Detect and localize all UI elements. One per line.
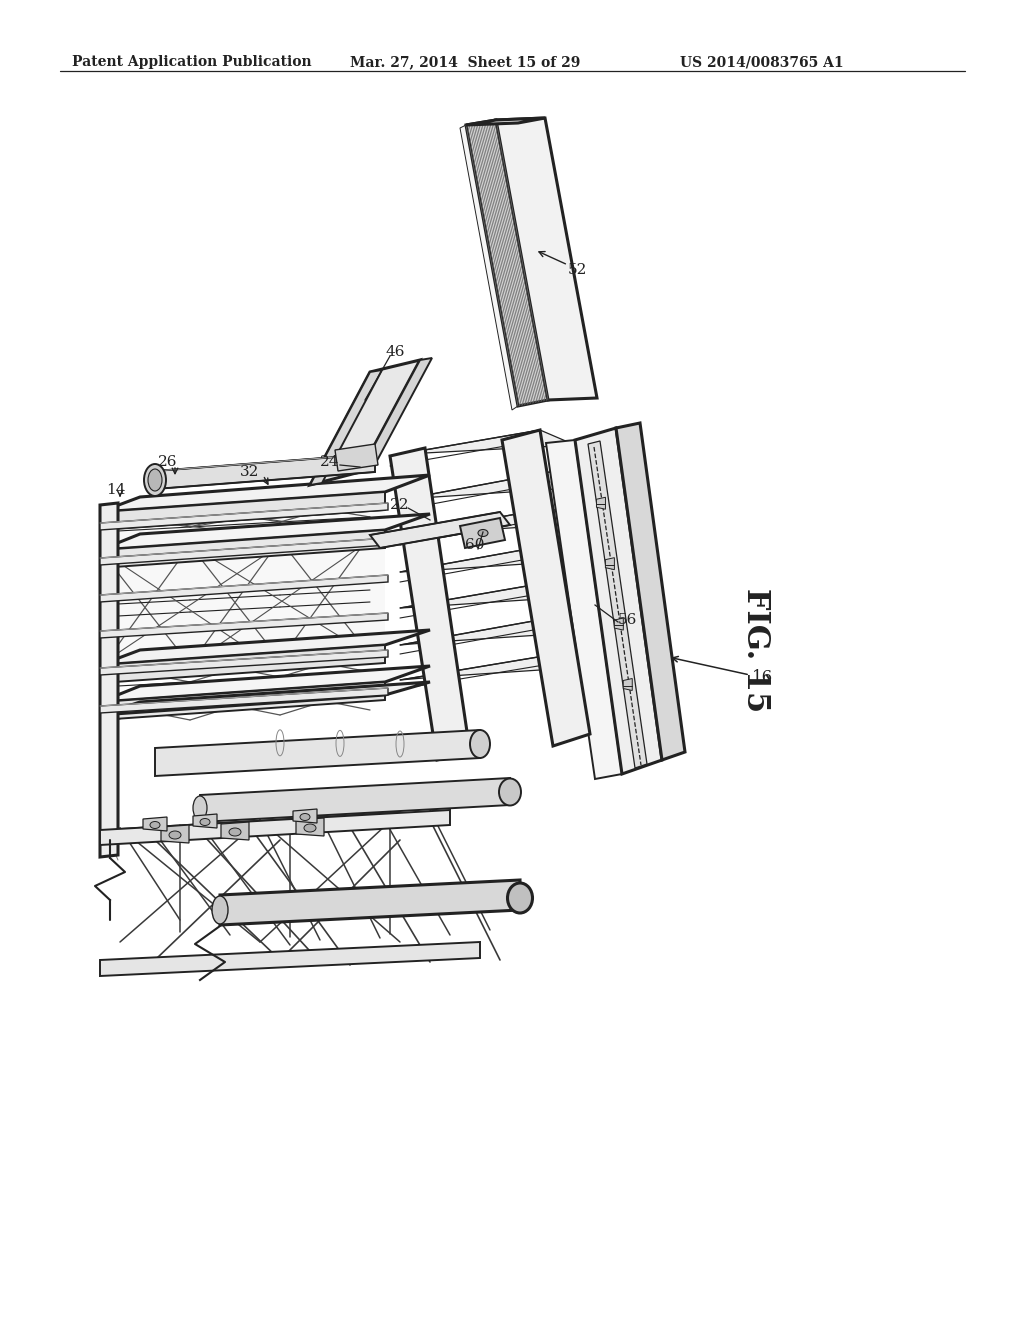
Ellipse shape (470, 730, 490, 758)
Polygon shape (588, 441, 647, 768)
Polygon shape (100, 503, 118, 857)
Polygon shape (100, 688, 388, 713)
Polygon shape (100, 539, 388, 565)
Text: 26: 26 (159, 455, 178, 469)
Text: 14: 14 (106, 483, 126, 498)
Polygon shape (100, 682, 430, 715)
Text: 56: 56 (618, 612, 637, 627)
Ellipse shape (300, 813, 310, 821)
Polygon shape (614, 618, 624, 630)
Polygon shape (310, 360, 420, 484)
Polygon shape (293, 809, 317, 822)
Polygon shape (460, 125, 518, 411)
Polygon shape (466, 120, 548, 407)
Polygon shape (400, 582, 585, 609)
Polygon shape (296, 818, 324, 836)
Text: 32: 32 (241, 465, 260, 479)
Polygon shape (100, 649, 388, 675)
Polygon shape (605, 557, 614, 570)
Polygon shape (575, 428, 662, 774)
Polygon shape (596, 498, 605, 510)
Polygon shape (155, 730, 480, 776)
Text: 16: 16 (752, 669, 773, 686)
Ellipse shape (150, 821, 160, 829)
Polygon shape (220, 880, 520, 925)
Polygon shape (100, 503, 388, 531)
Polygon shape (370, 512, 510, 548)
Polygon shape (616, 422, 685, 760)
Polygon shape (200, 777, 510, 822)
Ellipse shape (499, 779, 521, 805)
Polygon shape (546, 440, 622, 779)
Polygon shape (100, 682, 385, 719)
Polygon shape (155, 454, 375, 488)
Text: FIG. 15: FIG. 15 (740, 587, 771, 711)
Polygon shape (221, 822, 249, 840)
Polygon shape (143, 817, 167, 832)
Polygon shape (400, 618, 585, 645)
Polygon shape (460, 517, 505, 548)
Ellipse shape (148, 469, 162, 491)
Polygon shape (624, 678, 632, 690)
Polygon shape (502, 430, 590, 746)
Text: 60: 60 (465, 539, 484, 552)
Polygon shape (100, 475, 430, 512)
Polygon shape (100, 810, 450, 845)
Polygon shape (100, 576, 388, 602)
Polygon shape (400, 473, 585, 500)
Text: US 2014/0083765 A1: US 2014/0083765 A1 (680, 55, 844, 69)
Text: 22: 22 (390, 498, 410, 512)
Polygon shape (100, 630, 430, 665)
Ellipse shape (200, 818, 210, 825)
Polygon shape (100, 612, 388, 638)
Ellipse shape (304, 824, 316, 832)
Polygon shape (193, 814, 217, 828)
Text: Patent Application Publication: Patent Application Publication (72, 55, 311, 69)
Polygon shape (100, 645, 385, 682)
Ellipse shape (169, 832, 181, 840)
Ellipse shape (193, 796, 207, 820)
Polygon shape (496, 117, 597, 400)
Polygon shape (400, 508, 585, 535)
Polygon shape (335, 444, 378, 471)
Text: 24: 24 (321, 455, 340, 469)
Ellipse shape (478, 529, 488, 536)
Polygon shape (100, 667, 430, 702)
Polygon shape (360, 358, 432, 473)
Text: 52: 52 (568, 263, 588, 277)
Ellipse shape (508, 883, 532, 913)
Polygon shape (100, 492, 385, 680)
Polygon shape (100, 942, 480, 975)
Polygon shape (100, 531, 385, 568)
Polygon shape (400, 655, 585, 680)
Polygon shape (161, 825, 189, 843)
Ellipse shape (229, 828, 241, 836)
Polygon shape (400, 545, 585, 572)
Polygon shape (390, 447, 470, 760)
Polygon shape (466, 117, 545, 125)
Polygon shape (100, 492, 385, 531)
Text: 46: 46 (385, 345, 404, 359)
Ellipse shape (144, 465, 166, 496)
Polygon shape (390, 430, 575, 455)
Polygon shape (100, 513, 430, 550)
Ellipse shape (212, 896, 228, 924)
Polygon shape (310, 370, 382, 484)
Text: Mar. 27, 2014  Sheet 15 of 29: Mar. 27, 2014 Sheet 15 of 29 (350, 55, 581, 69)
